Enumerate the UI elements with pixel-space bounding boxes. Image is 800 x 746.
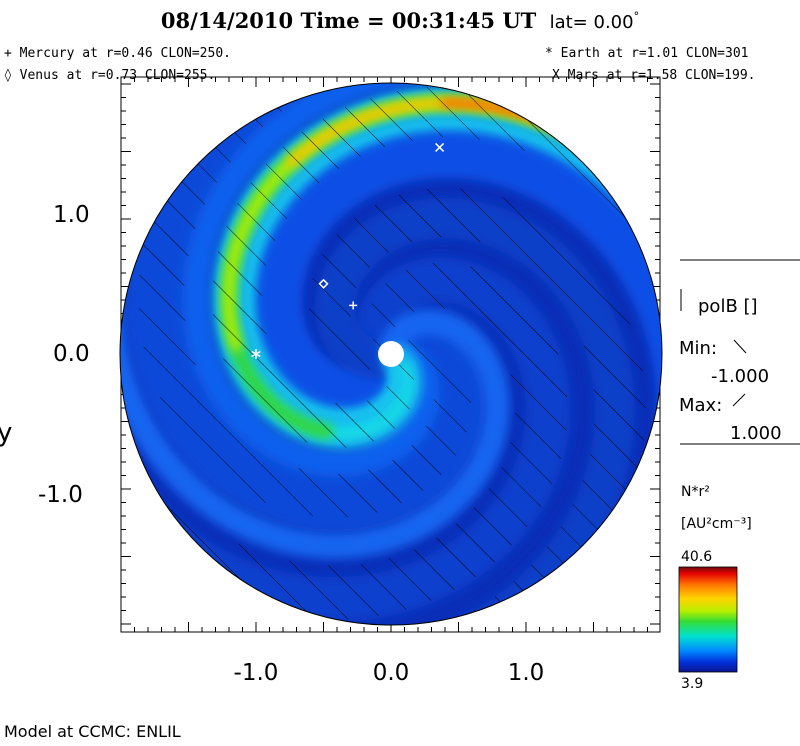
y-tick-label: 0.0 <box>53 341 90 367</box>
variable-label: polB [] <box>698 296 758 317</box>
colorbar-max-label: 40.6 <box>681 549 713 565</box>
y-tick-label: -1.0 <box>38 482 83 508</box>
earth-info: * Earth at r=1.01 CLON=301 <box>545 46 749 61</box>
x-tick-label: -1.0 <box>233 660 279 686</box>
planet-markers <box>251 142 445 359</box>
quantity-label: N*r² <box>681 484 710 500</box>
density-band <box>120 166 510 559</box>
colorbar-min-label: 3.9 <box>681 676 704 692</box>
marker-mercury <box>349 301 358 310</box>
marker-venus <box>318 278 329 289</box>
mercury-info: + Mercury at r=0.46 CLON=250. <box>4 46 231 61</box>
lat-degree: ° <box>633 10 640 23</box>
model-credit: Model at CCMC: ENLIL <box>4 722 181 741</box>
marker-mars <box>435 142 445 152</box>
hatch-sector <box>203 187 647 625</box>
unit-label: [AU²cm⁻³] <box>681 516 752 532</box>
marker-earth <box>251 349 261 359</box>
colorbar <box>678 566 738 673</box>
density-band <box>181 83 562 478</box>
title-text: 08/14/2010 Time = 00:31:45 UT <box>160 8 537 33</box>
y-axis-label: y <box>0 418 13 448</box>
x-tick-label: 1.0 <box>507 660 545 686</box>
max-line-icon <box>732 393 746 407</box>
min-value: -1.000 <box>711 366 770 387</box>
polarity-hatch <box>120 83 662 625</box>
disc-boundary <box>119 82 663 626</box>
max-label: Max: <box>679 395 723 416</box>
mars-info: X Mars at r=1.58 CLON=199. <box>552 68 756 83</box>
venus-info: ◊ Venus at r=0.73 CLON=255. <box>4 68 216 83</box>
min-label: Min: <box>679 338 718 359</box>
hatch-sector <box>120 204 568 620</box>
inner-boundary <box>378 341 404 367</box>
min-line-icon <box>733 339 747 354</box>
density-band <box>232 107 662 468</box>
x-tick-label: 0.0 <box>372 660 410 686</box>
y-tick-label: 1.0 <box>53 202 90 228</box>
plot-title: 08/14/2010 Time = 00:31:45 UT lat= 0.00° <box>0 8 800 33</box>
lat-label: lat= 0.00 <box>549 12 634 33</box>
hatch-sector <box>138 83 563 518</box>
max-value: 1.000 <box>730 423 782 444</box>
